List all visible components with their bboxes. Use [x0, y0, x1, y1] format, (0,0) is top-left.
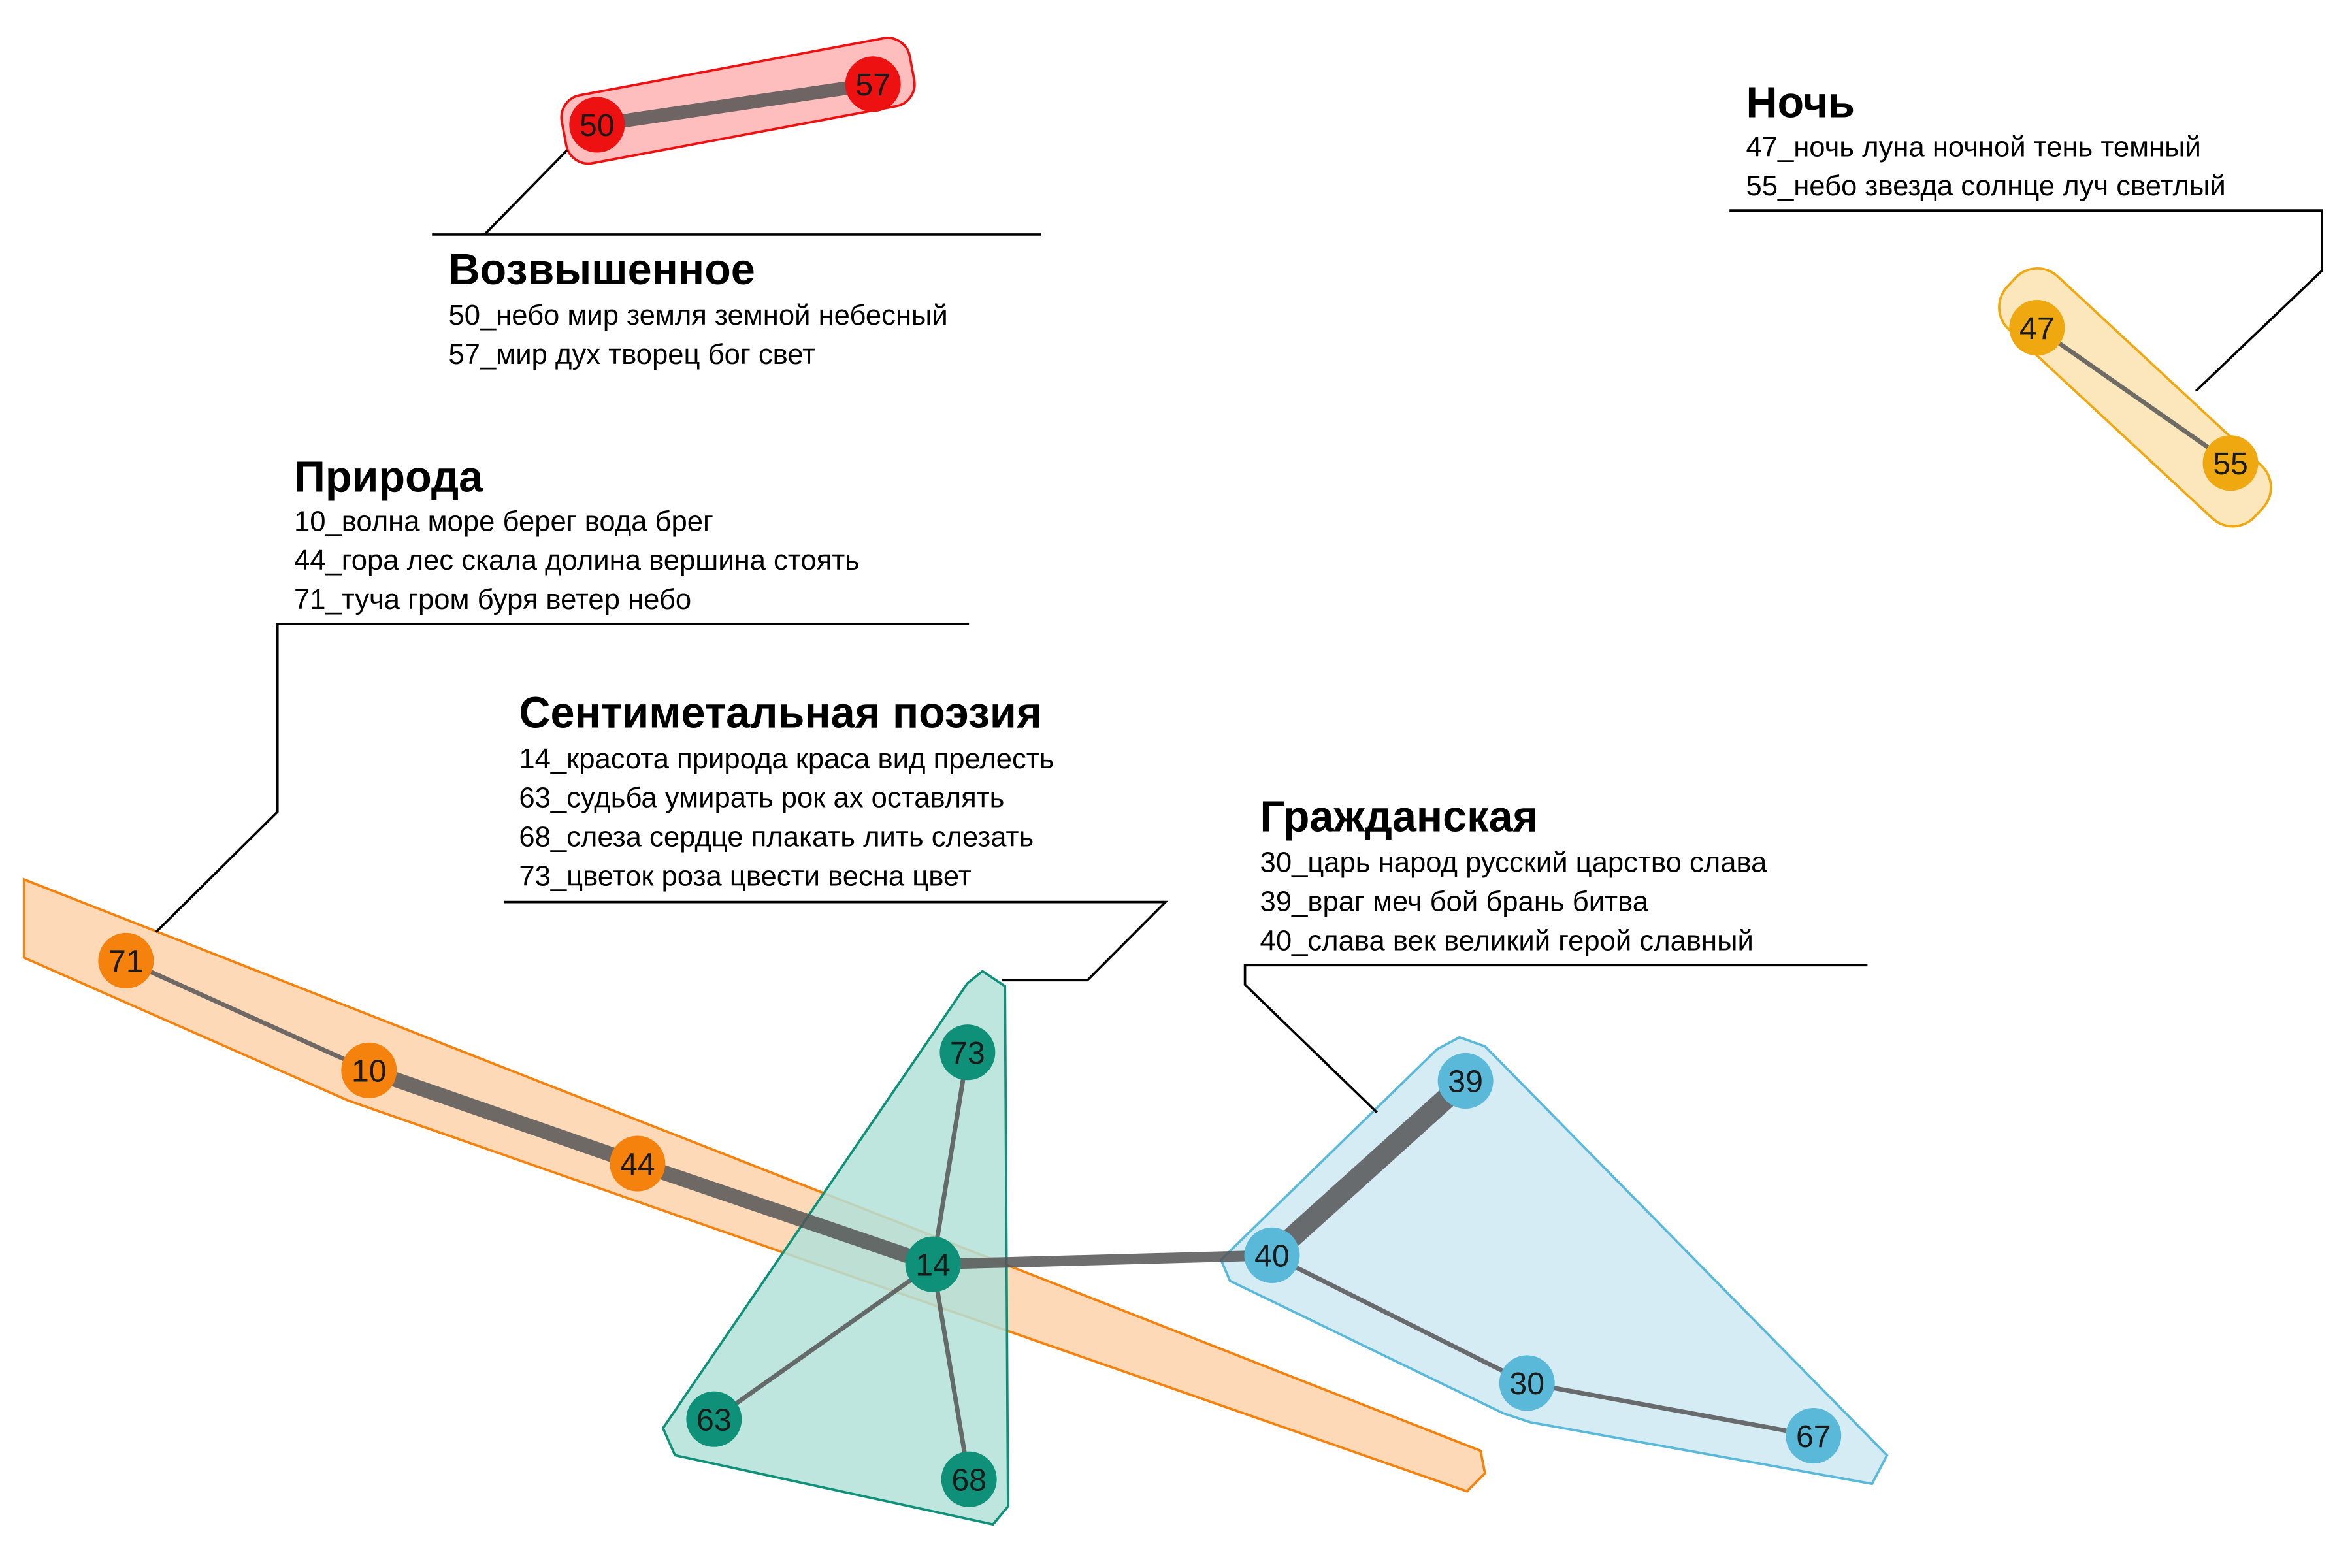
- edge-50-57: [596, 77, 874, 132]
- group-line-night-2: 55_небо звезда солнце луч светлый: [1746, 170, 2225, 202]
- nodes-layer: 10 44 71 14 63 68 73 30 39 40 67 50 57 47 55: [98, 56, 2259, 1507]
- node-label-39: 39: [1448, 1064, 1483, 1100]
- cluster-hulls: [22, 37, 2272, 1526]
- edge-44-14: [635, 1156, 936, 1272]
- node-47[interactable]: 47: [2009, 300, 2065, 356]
- node-label-30: 30: [1509, 1366, 1544, 1401]
- node-circle-44: [610, 1135, 666, 1192]
- node-39[interactable]: 39: [1437, 1053, 1494, 1109]
- node-circle-55: [2202, 435, 2259, 491]
- edge-47-55: [2035, 325, 2232, 465]
- group-line-sentimental-4: 73_цветок роза цвести весна цвет: [519, 860, 971, 892]
- node-circle-68: [941, 1451, 997, 1507]
- group-line-sentimental-1: 14_красота природа краса вид прелесть: [519, 743, 1054, 775]
- group-line-nature-3: 71_туча гром буря ветер небо: [294, 583, 691, 615]
- callout-line-nature: [155, 623, 970, 933]
- node-label-55: 55: [2213, 446, 2248, 482]
- node-57[interactable]: 57: [845, 56, 901, 112]
- node-circle-71: [98, 932, 154, 988]
- node-68[interactable]: 68: [941, 1451, 997, 1507]
- group-label-nature: Природа 10_волна море берег вода брег 44…: [294, 453, 860, 615]
- group-label-civic: Гражданская 30_царь народ русский царств…: [1260, 792, 1768, 956]
- node-67[interactable]: 67: [1786, 1407, 1842, 1464]
- node-circle-47: [2009, 300, 2065, 356]
- node-73[interactable]: 73: [939, 1024, 996, 1081]
- edge-30-67: [1526, 1380, 1814, 1438]
- group-label-night: Ночь 47_ночь луна ночной тень темный 55_…: [1746, 78, 2225, 202]
- node-55[interactable]: 55: [2202, 435, 2259, 491]
- node-circle-73: [939, 1024, 996, 1081]
- edges-layer: [125, 77, 2232, 1480]
- callout-line-sublime-leader: [483, 149, 568, 236]
- node-label-14: 14: [915, 1247, 951, 1282]
- node-label-40: 40: [1254, 1239, 1290, 1274]
- group-label-sentimental: Сентиметальная поэзия 14_красота природа…: [519, 689, 1054, 892]
- node-circle-14: [905, 1236, 961, 1292]
- hull-sentimental: [661, 970, 1009, 1526]
- node-circle-63: [686, 1391, 742, 1447]
- node-label-57: 57: [855, 67, 890, 103]
- callout-lines: [155, 149, 2323, 1114]
- group-line-sublime-1: 50_небо мир земля земной небесный: [448, 299, 947, 331]
- group-title-nature: Природа: [294, 453, 483, 501]
- group-line-night-1: 47_ночь луна ночной тень темный: [1746, 131, 2200, 163]
- node-circle-67: [1786, 1407, 1842, 1464]
- group-title-sentimental: Сентиметальная поэзия: [519, 689, 1041, 738]
- node-label-10: 10: [351, 1054, 387, 1089]
- group-title-sublime: Возвышенное: [448, 246, 755, 294]
- node-label-71: 71: [108, 944, 144, 979]
- edge-10-44: [367, 1063, 640, 1171]
- node-10[interactable]: 10: [341, 1042, 397, 1098]
- edge-40-30: [1271, 1253, 1528, 1386]
- callout-line-night: [1729, 209, 2323, 392]
- edge-14-73: [930, 1052, 970, 1265]
- group-line-nature-2: 44_гора лес скала долина вершина стоять: [294, 544, 860, 576]
- node-label-68: 68: [951, 1462, 987, 1497]
- node-circle-39: [1437, 1053, 1494, 1109]
- node-circle-40: [1244, 1227, 1300, 1283]
- group-line-sentimental-2: 63_судьба умирать рок ах оставлять: [519, 782, 1004, 814]
- group-title-civic: Гражданская: [1260, 792, 1539, 841]
- node-circle-50: [569, 97, 625, 153]
- node-63[interactable]: 63: [686, 1391, 742, 1447]
- node-30[interactable]: 30: [1499, 1355, 1555, 1411]
- node-label-63: 63: [696, 1402, 732, 1437]
- group-title-night: Ночь: [1746, 78, 1855, 127]
- node-label-47: 47: [2019, 311, 2055, 346]
- node-label-50: 50: [580, 108, 615, 143]
- node-label-44: 44: [620, 1147, 655, 1182]
- node-label-73: 73: [950, 1036, 985, 1071]
- node-label-67: 67: [1796, 1419, 1831, 1454]
- node-circle-30: [1499, 1355, 1555, 1411]
- group-label-sublime: Возвышенное 50_небо мир земля земной неб…: [448, 246, 947, 370]
- edge-14-40: [932, 1250, 1273, 1270]
- group-line-civic-1: 30_царь народ русский царство слава: [1260, 847, 1768, 879]
- edge-71-10: [125, 958, 370, 1073]
- edge-14-63: [712, 1262, 935, 1422]
- callout-line-civic: [1243, 964, 1868, 1114]
- node-44[interactable]: 44: [610, 1135, 666, 1192]
- node-circle-10: [341, 1042, 397, 1098]
- group-line-civic-2: 39_враг меч бой брань битва: [1260, 885, 1649, 917]
- group-line-nature-1: 10_волна море берег вода брег: [294, 505, 713, 537]
- group-line-civic-3: 40_слава век великий герой славный: [1260, 924, 1754, 956]
- edge-14-68: [930, 1264, 972, 1480]
- edge-40-39: [1265, 1073, 1473, 1264]
- hull-nature: [22, 877, 1486, 1493]
- group-line-sublime-2: 57_мир дух творец бог свет: [448, 338, 815, 370]
- node-circle-57: [845, 56, 901, 112]
- node-71[interactable]: 71: [98, 932, 154, 988]
- group-line-sentimental-3: 68_слеза сердце плакать лить слезать: [519, 821, 1034, 853]
- node-14[interactable]: 14: [905, 1236, 961, 1292]
- node-50[interactable]: 50: [569, 97, 625, 153]
- node-40[interactable]: 40: [1244, 1227, 1300, 1283]
- callout-line-sentimental: [504, 900, 1169, 982]
